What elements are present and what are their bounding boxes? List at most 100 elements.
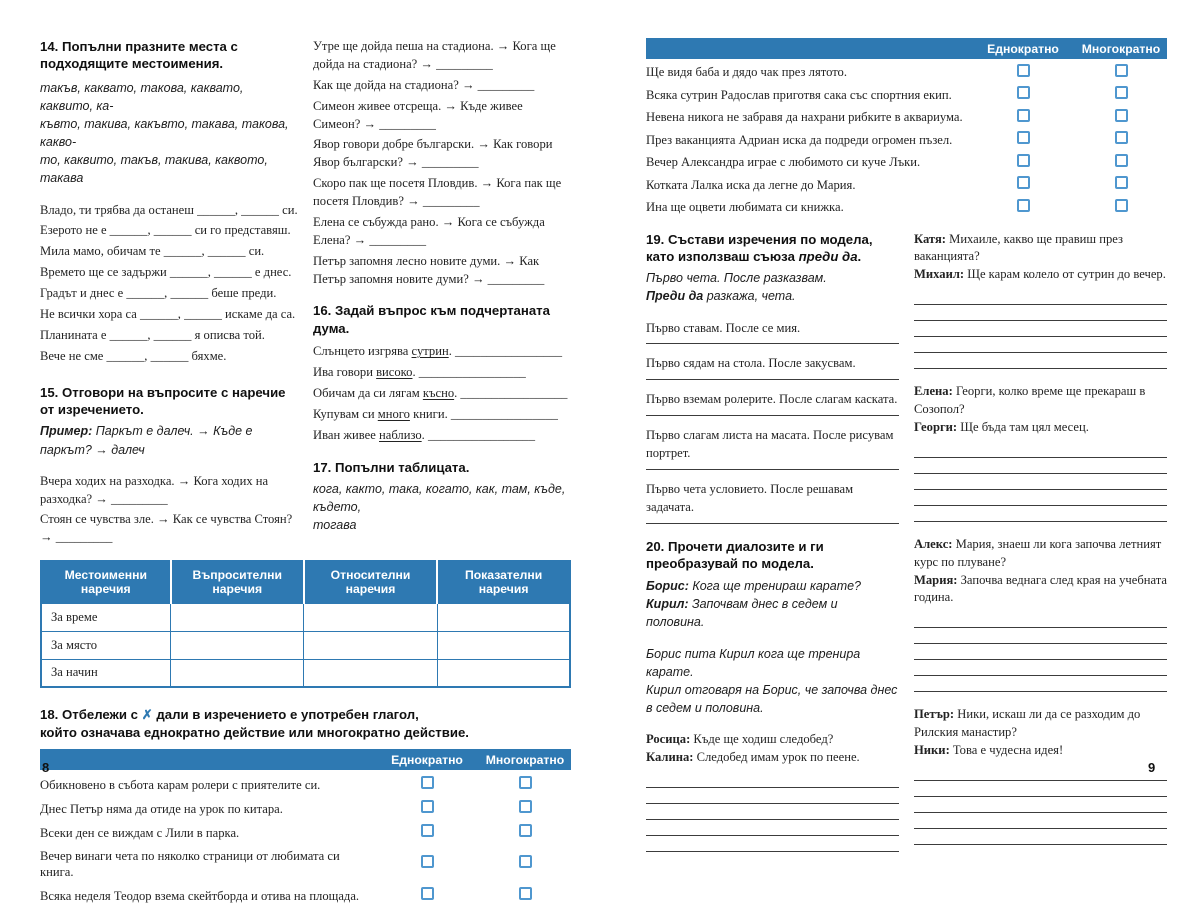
checkbox[interactable]	[420, 824, 434, 838]
checkbox[interactable]	[1016, 108, 1030, 122]
answer-line[interactable]	[914, 322, 1167, 338]
answer-line[interactable]	[914, 782, 1167, 797]
title-pre: 18. Отбележи с	[40, 707, 142, 723]
model-sentence: Първо слагам листа на масата. После рису…	[646, 428, 894, 461]
checkbox[interactable]	[1016, 86, 1030, 99]
checkbox[interactable]	[518, 824, 532, 838]
checkbox[interactable]	[1114, 108, 1128, 122]
model-sentence: Първо ставам. После се мия.	[646, 320, 801, 335]
check-row: Невена никога не забравя да нахрани рибк…	[646, 108, 1167, 127]
answer-line[interactable]	[914, 798, 1167, 813]
checkbox[interactable]	[420, 776, 434, 790]
answer-line[interactable]	[646, 463, 899, 470]
sentence-post: . _________________	[421, 427, 535, 442]
answer-line[interactable]	[914, 306, 1167, 322]
answer-cell[interactable]	[303, 602, 438, 632]
check-cell	[1075, 131, 1167, 149]
speaker-text: Георги, колко време ще прекараш в Созопо…	[914, 384, 1146, 416]
underlined-word: високо	[376, 365, 413, 380]
answer-line[interactable]	[914, 830, 1167, 845]
page8-column-2: Утре ще дойда пеша на стадиона. → Кога щ…	[313, 38, 571, 550]
speaker-name: Алекс:	[914, 536, 953, 551]
check-sentence: Невена никога не забравя да нахрани рибк…	[646, 110, 963, 125]
answer-line[interactable]	[914, 677, 1167, 693]
speaker-name: Мария:	[914, 572, 958, 587]
answer-lines	[646, 773, 899, 853]
answer-line[interactable]	[914, 338, 1167, 354]
answer-line[interactable]	[914, 645, 1167, 661]
checkbox[interactable]	[1016, 198, 1030, 212]
answer-line[interactable]	[914, 661, 1167, 677]
answer-line[interactable]	[646, 409, 899, 417]
checkbox[interactable]	[1016, 176, 1030, 189]
answer-cell[interactable]	[170, 630, 305, 660]
answer-line[interactable]	[914, 354, 1167, 370]
answer-line[interactable]	[646, 821, 899, 837]
checkbox[interactable]	[420, 886, 434, 900]
row-label: За начин	[40, 658, 172, 688]
answer-line[interactable]	[646, 773, 899, 789]
checkbox[interactable]	[420, 855, 434, 869]
answer-line[interactable]	[914, 629, 1167, 645]
answer-line[interactable]	[914, 443, 1167, 458]
speaker-text: Къде ще ходиш следобед?	[690, 732, 834, 747]
answer-line[interactable]	[914, 507, 1167, 522]
exercise-19-title: 19. Състави изречения по модела, като из…	[646, 231, 899, 266]
checkbox[interactable]	[518, 855, 532, 869]
answer-line[interactable]	[646, 837, 899, 853]
dialog-line: Ники: Това е чудесна идея!	[914, 742, 1167, 760]
sentence-pre: Слънцето изгрява	[313, 344, 412, 359]
model-bold: Преди да	[646, 289, 704, 304]
answer-cell[interactable]	[436, 630, 571, 660]
exercise-19-model-line1: Първо чета. После разказвам.	[646, 271, 827, 286]
answer-line[interactable]	[914, 459, 1167, 474]
checkbox[interactable]	[1016, 131, 1030, 144]
checkbox[interactable]	[1114, 198, 1128, 212]
speaker-text: Следобед имам урок по пеене.	[693, 750, 860, 765]
answer-line[interactable]	[914, 290, 1167, 306]
answer-line[interactable]	[646, 805, 899, 821]
title-pre: 19. Състави изречения по модела, като из…	[646, 231, 873, 264]
answer-line[interactable]	[914, 475, 1167, 490]
checkbox[interactable]	[1114, 131, 1128, 144]
checkbox[interactable]	[1114, 86, 1128, 99]
underline-sentence: Слънцето изгрява сутрин. _______________…	[313, 343, 571, 361]
column-header-mnogokratno: Многократно	[485, 752, 565, 767]
check-cell	[479, 800, 571, 818]
answer-cell[interactable]	[436, 602, 571, 632]
answer-line[interactable]	[914, 613, 1167, 629]
transform-sentence: Симеон живее отсреща. → Къде живее Симео…	[313, 98, 523, 131]
exercise-17-title: 17. Попълни таблицата.	[313, 459, 470, 475]
transform-sentence: Скоро пак ще посетя Пловдив. → Кога пак …	[313, 176, 562, 208]
checkbox[interactable]	[518, 886, 532, 900]
title-conjunction: преди да	[798, 248, 858, 264]
answer-line[interactable]	[646, 373, 899, 381]
answer-line[interactable]	[914, 491, 1167, 506]
checkbox[interactable]	[1016, 153, 1030, 167]
check-cell	[971, 63, 1075, 82]
answer-cell[interactable]	[303, 658, 438, 688]
answer-line[interactable]	[646, 517, 899, 524]
checkbox[interactable]	[1016, 63, 1030, 77]
checkbox[interactable]	[1114, 176, 1128, 189]
fill-in-sentence: Не всички хора са ______, ______ искаме …	[40, 306, 296, 321]
answer-line[interactable]	[914, 766, 1167, 781]
column-header: Местоименни наречия	[41, 561, 172, 604]
check-cell	[479, 855, 571, 873]
check-sentence: Вечер Александра играе с любимото си куч…	[646, 155, 921, 170]
check-row: През ваканцията Адриан иска да подреди о…	[646, 131, 1167, 149]
answer-line[interactable]	[646, 789, 899, 805]
underlined-word: сутрин	[411, 344, 449, 359]
answer-line[interactable]	[914, 814, 1167, 829]
answer-line[interactable]	[646, 337, 899, 345]
answer-cell[interactable]	[303, 630, 438, 660]
check-cell	[479, 824, 571, 842]
answer-cell[interactable]	[436, 658, 571, 688]
checkbox[interactable]	[1114, 153, 1128, 167]
checkbox[interactable]	[1114, 63, 1128, 77]
speaker-name: Калина:	[646, 750, 694, 765]
answer-cell[interactable]	[170, 602, 305, 632]
check-sentence: Всяка неделя Теодор взема скейтборда и о…	[40, 888, 360, 903]
answer-cell[interactable]	[170, 658, 305, 688]
checkbox[interactable]	[518, 776, 532, 790]
